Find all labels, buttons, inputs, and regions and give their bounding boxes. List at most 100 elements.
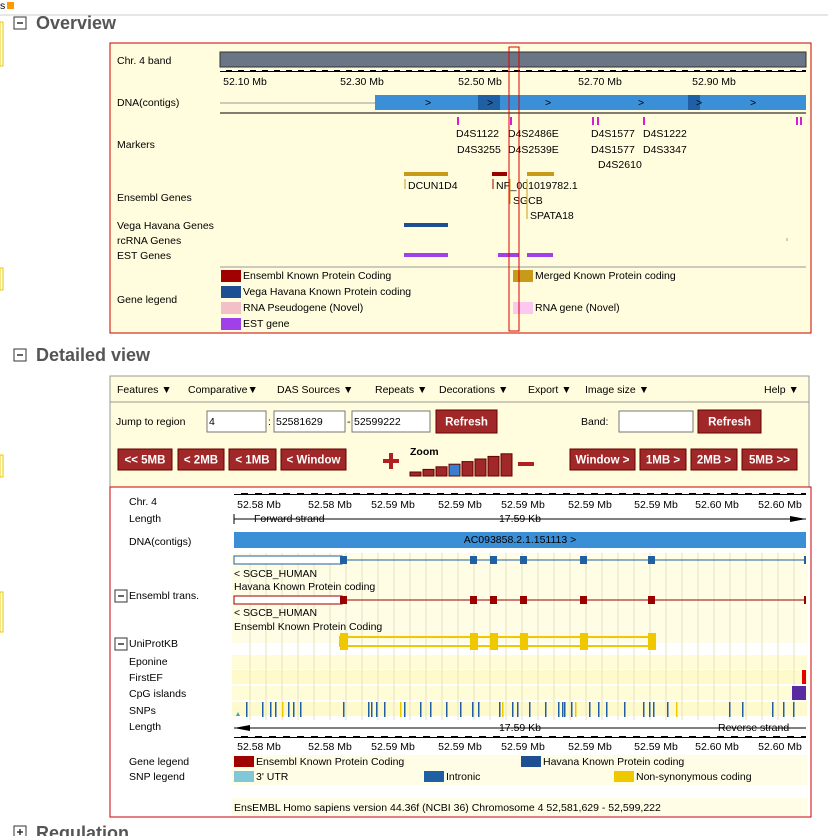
- scale-dash: [248, 492, 255, 494]
- gene-label[interactable]: DCUN1D4: [408, 180, 458, 192]
- chromosome-band: [219, 51, 807, 68]
- scale-dash: [612, 735, 619, 737]
- nav-button-label[interactable]: < Window: [287, 455, 341, 467]
- scale-dash: [268, 69, 274, 71]
- nav-button-label[interactable]: << 5MB: [125, 455, 166, 467]
- menu-item[interactable]: Help ▼: [764, 384, 799, 396]
- input-value[interactable]: 52581629: [276, 416, 323, 428]
- menu-item[interactable]: Export ▼: [528, 384, 572, 396]
- gene-label[interactable]: SPATA18: [530, 210, 574, 222]
- snp: [598, 702, 600, 717]
- menu-item[interactable]: Decorations ▼: [439, 384, 508, 396]
- snp: [649, 702, 651, 717]
- menu-item[interactable]: Image size ▼: [585, 384, 649, 396]
- zoom-step[interactable]: [409, 471, 422, 477]
- refresh-button[interactable]: [435, 409, 498, 434]
- zoom-step[interactable]: [448, 463, 461, 477]
- scale-dash: [458, 492, 465, 494]
- snp: [571, 702, 573, 717]
- text-input[interactable]: [273, 410, 346, 433]
- legend-stripe: [232, 755, 807, 785]
- snp: [384, 702, 386, 717]
- input-value[interactable]: 52599222: [354, 416, 401, 428]
- scale-dash: [508, 69, 514, 71]
- menu-item[interactable]: Comparative▼: [188, 384, 258, 396]
- scale-tick-label: 52.59 Mb: [501, 499, 545, 511]
- menu-item[interactable]: Features ▼: [117, 384, 172, 396]
- scale-dash: [388, 69, 394, 71]
- menu-item[interactable]: DAS Sources ▼: [277, 384, 353, 396]
- snp: [502, 702, 504, 717]
- transcript-label[interactable]: < SGCB_HUMAN: [234, 607, 317, 619]
- gene-label[interactable]: NP_001019782.1: [496, 180, 578, 192]
- zoom-step[interactable]: [500, 453, 513, 477]
- nav-button[interactable]: [639, 448, 687, 471]
- nav-button[interactable]: [177, 448, 225, 471]
- track-label: Chr. 4 band: [117, 55, 171, 67]
- nav-button[interactable]: [280, 448, 347, 471]
- marker-label: D4S3347: [643, 144, 687, 156]
- transcript-label[interactable]: Havana Known Protein coding: [234, 581, 375, 593]
- zoom-step[interactable]: [435, 466, 448, 477]
- marker-tick: [457, 117, 459, 125]
- snp: [371, 702, 373, 717]
- snp: [624, 702, 626, 717]
- contig-arrow: >: [425, 97, 431, 109]
- nav-button[interactable]: [690, 448, 738, 471]
- track-label: Ensembl Genes: [117, 192, 192, 204]
- nav-button-label[interactable]: 2MB >: [697, 455, 731, 467]
- refresh-button-label[interactable]: Refresh: [708, 417, 751, 429]
- scale-dash: [402, 735, 409, 737]
- scale-dash: [738, 492, 745, 494]
- scale-dash: [328, 69, 334, 71]
- refresh-button-label[interactable]: Refresh: [445, 417, 488, 429]
- legend-label: Ensembl Known Protein Coding: [256, 756, 404, 768]
- scale-dash: [772, 69, 778, 71]
- scale-dash: [234, 735, 241, 737]
- track-stripe: [232, 702, 807, 716]
- nav-button-label[interactable]: 5MB >>: [749, 455, 790, 467]
- nav-button-label[interactable]: Window >: [576, 455, 630, 467]
- track-label: FirstEF: [129, 672, 163, 684]
- top-link[interactable]: s: [0, 0, 5, 12]
- selection-box: [508, 46, 520, 332]
- est-gene: [527, 253, 553, 257]
- scale-dash: [292, 69, 298, 71]
- zoom-step[interactable]: [474, 458, 487, 477]
- gene-label[interactable]: SGCB: [513, 195, 543, 207]
- scale-dash: [556, 69, 562, 71]
- nav-button-label[interactable]: < 1MB: [235, 455, 269, 467]
- nav-button[interactable]: [741, 448, 798, 471]
- nav-button[interactable]: [228, 448, 277, 471]
- zoom-step[interactable]: [461, 461, 474, 477]
- text-input[interactable]: [351, 410, 431, 433]
- zoom-step[interactable]: [422, 468, 435, 477]
- scale-dash: [472, 69, 478, 71]
- scale-dash: [542, 735, 549, 737]
- input-value[interactable]: 4: [209, 416, 215, 428]
- rss-icon[interactable]: [7, 2, 14, 9]
- menu-item[interactable]: Repeats ▼: [375, 384, 427, 396]
- snp: [300, 702, 302, 717]
- scale-dash: [700, 69, 706, 71]
- scale-dash: [736, 69, 742, 71]
- nav-button-label[interactable]: < 2MB: [184, 455, 218, 467]
- text-input[interactable]: [618, 410, 694, 433]
- track-stripe: [232, 686, 807, 700]
- zoom-minus[interactable]: [518, 462, 534, 466]
- refresh-button[interactable]: [697, 409, 762, 434]
- text-input[interactable]: [206, 410, 267, 433]
- nav-button[interactable]: [569, 448, 636, 471]
- nav-button-label[interactable]: 1MB >: [646, 455, 680, 467]
- scale-dash: [652, 69, 658, 71]
- exon: [490, 596, 497, 604]
- scale-tick-label: 52.10 Mb: [223, 76, 267, 88]
- nav-button[interactable]: [117, 448, 173, 471]
- transcript-label[interactable]: < SGCB_HUMAN: [234, 568, 317, 580]
- contig-label[interactable]: AC093858.2.1.151113 >: [464, 534, 577, 546]
- zoom-plus[interactable]: [389, 453, 393, 469]
- snp: [499, 702, 501, 717]
- transcript-label[interactable]: Ensembl Known Protein Coding: [234, 621, 382, 633]
- scale-dash: [244, 69, 250, 71]
- zoom-step[interactable]: [487, 455, 500, 477]
